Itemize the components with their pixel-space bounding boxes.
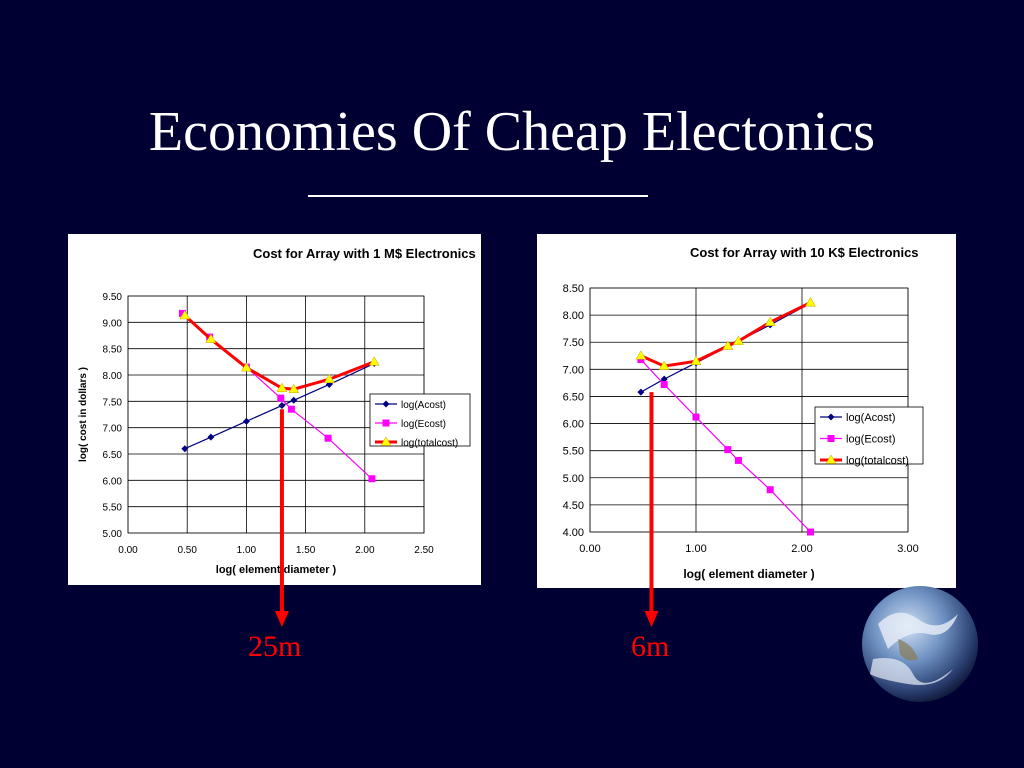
data-point xyxy=(766,486,774,494)
y-tick-label: 7.50 xyxy=(563,337,584,349)
data-point xyxy=(806,528,814,536)
data-point xyxy=(323,373,335,383)
data-point xyxy=(637,356,645,364)
legend-marker xyxy=(827,435,835,442)
data-point xyxy=(690,355,702,365)
legend-marker xyxy=(382,419,390,427)
series-line xyxy=(183,314,375,391)
data-point xyxy=(178,309,186,317)
data-point xyxy=(290,396,298,404)
chart-10-k-electronics: Cost for Array with 10 K$ Electronics 4.0… xyxy=(537,234,956,588)
callout-25m: 25m xyxy=(248,630,302,663)
x-tick-label: 0.00 xyxy=(579,543,600,555)
legend-entry: log(totalcost) xyxy=(401,438,458,449)
legend-marker xyxy=(382,400,390,408)
legend-entry: log(Acost) xyxy=(846,412,896,424)
y-tick-label: 6.00 xyxy=(563,419,584,431)
data-point xyxy=(276,382,288,392)
legend-entry: log(Ecost) xyxy=(846,434,896,446)
data-point xyxy=(181,445,189,453)
data-point xyxy=(368,356,380,366)
x-tick-label: 0.00 xyxy=(118,545,138,556)
data-point xyxy=(242,417,250,425)
y-tick-label: 6.50 xyxy=(563,391,584,403)
data-point xyxy=(288,383,300,393)
y-tick-label: 8.00 xyxy=(103,371,123,382)
y-tick-label: 5.00 xyxy=(103,529,123,540)
callout-6m: 6m xyxy=(631,630,670,663)
y-tick-label: 5.50 xyxy=(563,446,584,458)
y-tick-label: 8.50 xyxy=(103,345,123,356)
chart-1-m-electronics: Cost for Array with 1 M$ Electronics 5.00… xyxy=(68,234,481,585)
y-tick-label: 6.00 xyxy=(103,476,123,487)
x-tick-label: 1.50 xyxy=(296,545,316,556)
y-tick-label: 4.50 xyxy=(563,500,584,512)
data-point xyxy=(692,413,700,421)
data-point xyxy=(207,433,215,441)
chart-title: Cost for Array with 1 M$ Electronics xyxy=(253,246,476,261)
title-underline xyxy=(308,195,648,197)
x-axis-label: log( element diameter ) xyxy=(216,564,337,576)
legend-marker xyxy=(825,454,837,464)
data-point xyxy=(805,297,816,307)
y-tick-label: 7.00 xyxy=(103,424,123,435)
data-point xyxy=(734,456,742,464)
data-point xyxy=(637,388,645,396)
legend-entry: log(Acost) xyxy=(401,400,446,411)
y-tick-label: 7.00 xyxy=(563,364,584,376)
x-tick-label: 1.00 xyxy=(237,545,257,556)
x-axis-label: log( element diameter ) xyxy=(683,567,814,581)
data-point xyxy=(240,362,252,372)
data-point xyxy=(635,350,647,360)
y-tick-label: 9.50 xyxy=(103,292,123,303)
y-tick-label: 5.50 xyxy=(103,503,123,514)
x-tick-label: 2.50 xyxy=(414,545,434,556)
series-line xyxy=(640,301,812,368)
data-point xyxy=(368,475,376,483)
legend-entry: log(Ecost) xyxy=(401,419,446,430)
data-point xyxy=(205,333,217,343)
arrow-6m-head xyxy=(644,611,659,627)
legend-entry: log(totalcost) xyxy=(846,455,909,467)
x-tick-label: 1.00 xyxy=(685,543,706,555)
slide-title: Economies Of Cheap Electonics xyxy=(148,101,876,163)
y-tick-label: 9.00 xyxy=(103,318,123,329)
y-tick-label: 7.50 xyxy=(103,397,123,408)
chart-title: Cost for Array with 10 K$ Electronics xyxy=(690,245,919,260)
data-point xyxy=(732,335,744,345)
x-tick-label: 0.50 xyxy=(177,545,197,556)
y-tick-label: 8.00 xyxy=(563,310,584,322)
y-tick-label: 4.00 xyxy=(563,527,584,539)
x-tick-label: 2.00 xyxy=(355,545,375,556)
legend-marker xyxy=(380,436,392,446)
data-point xyxy=(278,402,286,410)
y-tick-label: 5.00 xyxy=(563,473,584,485)
x-tick-label: 2.00 xyxy=(791,543,812,555)
data-point xyxy=(660,381,668,389)
data-point xyxy=(724,446,732,454)
data-point xyxy=(764,316,776,326)
data-point xyxy=(179,309,191,320)
y-axis-label: log( cost in dollars ) xyxy=(78,367,89,462)
x-tick-label: 3.00 xyxy=(897,543,918,555)
arrow-25m-head xyxy=(274,611,289,627)
earth-image xyxy=(862,586,978,702)
data-point xyxy=(287,405,295,413)
data-point xyxy=(277,394,285,402)
data-point xyxy=(660,375,668,383)
data-point xyxy=(722,340,734,350)
data-point xyxy=(324,434,332,442)
data-point xyxy=(325,380,333,388)
chart-2-svg: Cost for Array with 10 K$ Electronics 4.0… xyxy=(563,245,924,581)
data-point xyxy=(658,360,670,370)
legend-marker xyxy=(827,413,835,421)
y-tick-label: 6.50 xyxy=(103,450,123,461)
chart-1-svg: Cost for Array with 1 M$ Electronics 5.00… xyxy=(78,246,476,576)
y-tick-label: 8.50 xyxy=(563,283,584,295)
